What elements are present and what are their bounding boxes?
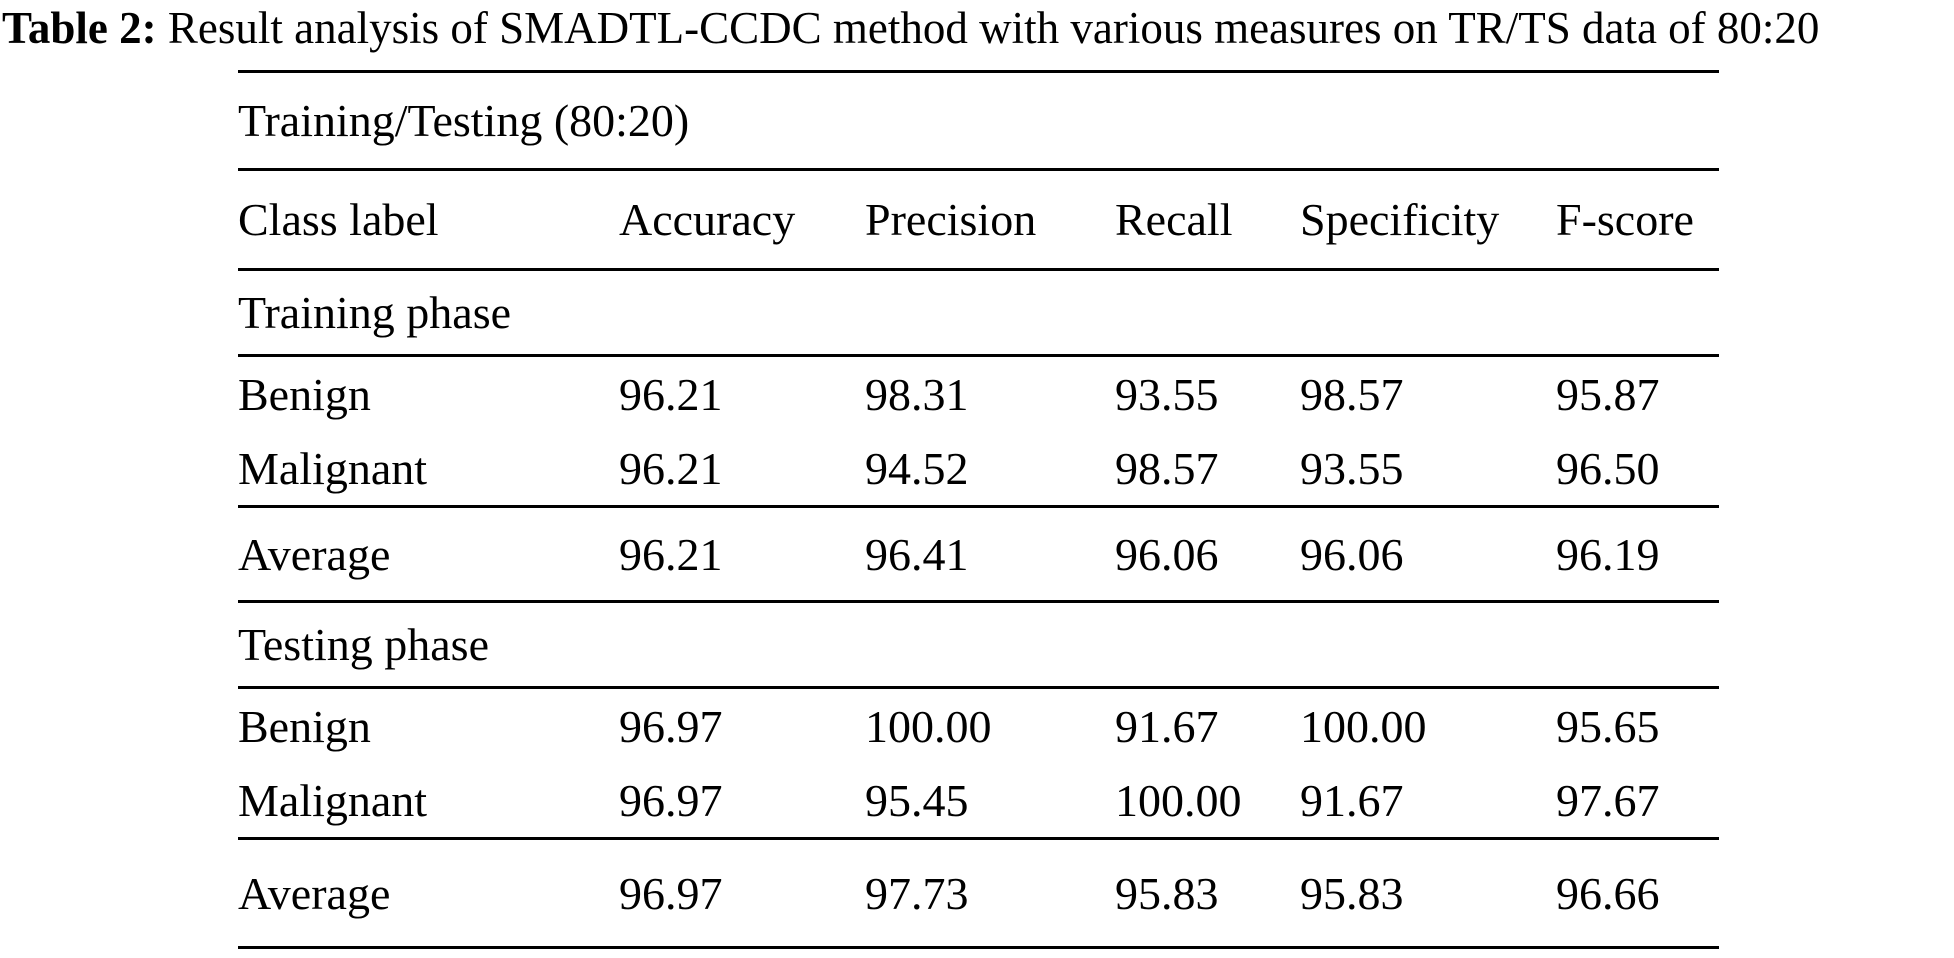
table-row-training-malignant: Malignant 96.21 94.52 98.57 93.55 96.50 [238, 431, 1720, 508]
col-header-recall: Recall [1115, 169, 1300, 271]
table-cell: 96.19 [1556, 506, 1720, 603]
row-label: Average [238, 838, 619, 949]
table-row-testing-average: Average 96.97 97.73 95.83 95.83 96.66 [238, 838, 1720, 949]
table-cell: 95.83 [1115, 838, 1300, 949]
section-row-training-phase: Training phase [238, 269, 1720, 357]
table-cell: 96.97 [619, 838, 865, 949]
table-group-header-row: Training/Testing (80:20) [238, 70, 1720, 171]
table-cell: 100.00 [865, 700, 992, 752]
results-table: Training/Testing (80:20) Class label Acc… [238, 70, 1720, 949]
table-column-header-row: Class label Accuracy Precision Recall Sp… [238, 169, 1720, 271]
table-cell: 98.57 [1300, 368, 1404, 420]
table-cell: 96.21 [619, 506, 865, 603]
table-cell: 95.83 [1300, 838, 1556, 949]
col-header-class-label: Class label [238, 169, 619, 271]
table-row-testing-malignant: Malignant 96.97 95.45 100.00 91.67 97.67 [238, 763, 1720, 840]
group-header-label: Training/Testing (80:20) [238, 70, 1720, 171]
table-cell: 96.21 [619, 368, 723, 420]
table-cell: 96.06 [1300, 506, 1556, 603]
table-cell: 98.31 [865, 368, 969, 420]
table-cell: 95.65 [1556, 700, 1660, 752]
table-caption-number: Table 2: [2, 3, 157, 53]
table-cell: 97.73 [865, 838, 1115, 949]
table-cell: 96.41 [865, 506, 1115, 603]
table-cell: 96.50 [1556, 431, 1720, 508]
table-cell: 93.55 [1115, 368, 1219, 420]
row-label: Benign [238, 368, 371, 420]
section-row-testing-phase: Testing phase [238, 601, 1720, 689]
table-cell: 96.06 [1115, 506, 1300, 603]
col-header-specificity: Specificity [1300, 169, 1556, 271]
col-header-accuracy: Accuracy [619, 169, 865, 271]
table-cell: 96.21 [619, 431, 865, 508]
section-label: Training phase [238, 269, 1720, 357]
row-label: Benign [238, 700, 371, 752]
table-cell: 91.67 [1115, 700, 1219, 752]
row-label: Malignant [238, 431, 619, 508]
table-caption: Table 2: Result analysis of SMADTL-CCDC … [2, 2, 1819, 54]
table-row-training-average: Average 96.21 96.41 96.06 96.06 96.19 [238, 506, 1720, 603]
table-caption-text: Result analysis of SMADTL-CCDC method wi… [156, 3, 1820, 53]
table-row-training-benign: Benign 96.21 98.31 93.55 98.57 95.87 [238, 356, 1719, 432]
table-cell: 93.55 [1300, 431, 1556, 508]
row-label: Malignant [238, 763, 619, 840]
table-cell: 96.97 [619, 763, 865, 840]
table-cell: 100.00 [1115, 763, 1300, 840]
col-header-precision: Precision [865, 169, 1115, 271]
table-row-testing-benign: Benign 96.97 100.00 91.67 100.00 95.65 [238, 688, 1719, 764]
col-header-f-score: F-score [1556, 169, 1720, 271]
table-cell: 96.97 [619, 700, 723, 752]
table-cell: 96.66 [1556, 838, 1720, 949]
table-cell: 91.67 [1300, 763, 1556, 840]
section-label: Testing phase [238, 601, 1720, 689]
row-label: Average [238, 506, 619, 603]
table-cell: 98.57 [1115, 431, 1300, 508]
table-cell: 95.87 [1556, 368, 1660, 420]
table-cell: 100.00 [1300, 700, 1427, 752]
table-cell: 94.52 [865, 431, 1115, 508]
table-cell: 95.45 [865, 763, 1115, 840]
table-cell: 97.67 [1556, 763, 1720, 840]
